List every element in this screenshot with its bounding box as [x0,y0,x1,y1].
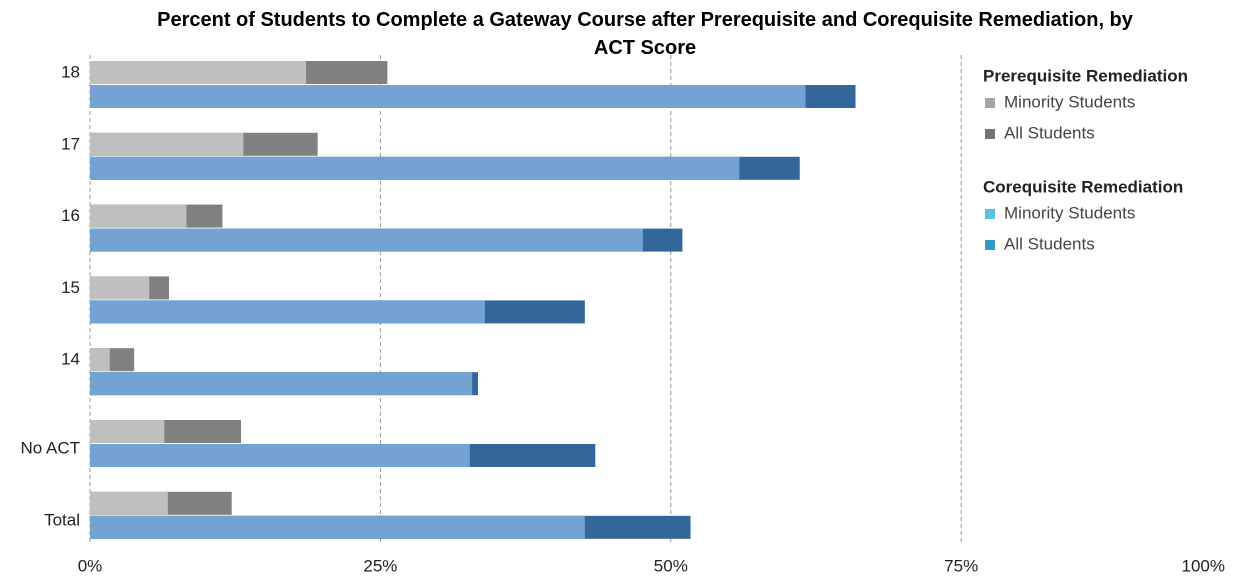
x-tick-label: 0% [78,556,103,575]
legend-title: Prerequisite Remediation [983,66,1188,85]
legend-swatch [985,98,995,108]
y-tick-label: 15 [61,278,80,297]
legend-label: Minority Students [1004,92,1135,111]
legend-title: Corequisite Remediation [983,177,1183,196]
y-tick-label: 14 [61,350,80,369]
legend-label: Minority Students [1004,203,1135,222]
bar [90,156,740,180]
bar [90,228,643,252]
bar [90,85,806,108]
bar [90,204,187,228]
bar [90,444,470,467]
x-tick-label: 25% [363,556,397,575]
bar [90,61,307,84]
legend-swatch [985,209,995,219]
x-tick-label: 75% [944,556,978,575]
x-tick-label: 100% [1182,556,1225,575]
bar [90,420,165,443]
legend-label: All Students [1004,234,1095,253]
bar [90,515,585,539]
bar [90,132,244,156]
bar [90,276,150,300]
y-tick-label: No ACT [20,438,80,457]
y-tick-label: 18 [61,62,80,81]
bar [90,491,168,515]
legend-swatch [985,240,995,250]
x-tick-label: 50% [654,556,688,575]
chart-title: Percent of Students to Complete a Gatewa… [157,9,1133,59]
bar [90,348,110,372]
bar [90,300,485,324]
legend-swatch [985,129,995,139]
y-tick-label: 16 [61,206,80,225]
legend-label: All Students [1004,123,1095,142]
y-tick-label: Total [44,510,80,529]
bar [90,372,473,396]
y-tick-label: 17 [61,134,80,153]
